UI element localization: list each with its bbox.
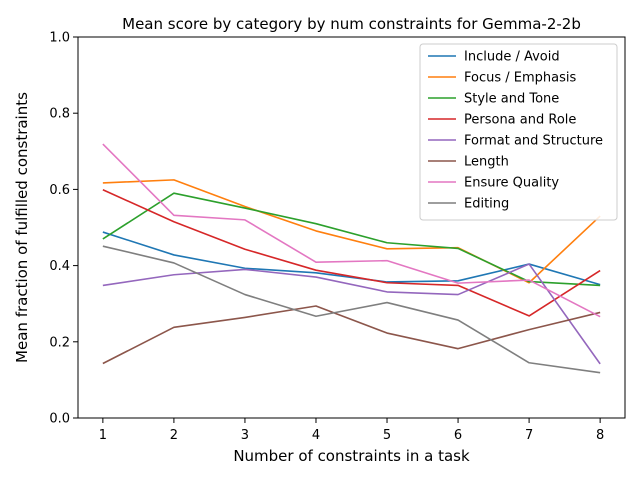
legend-label-style-and-tone: Style and Tone <box>464 92 559 107</box>
x-axis-ticks: 1 2 3 4 5 6 7 8 <box>99 418 604 443</box>
legend-label-persona-and-role: Persona and Role <box>464 113 576 128</box>
x-tick-label: 3 <box>241 428 249 443</box>
legend-label-focus-emphasis: Focus / Emphasis <box>464 71 576 86</box>
y-tick-label: 0.4 <box>49 259 70 274</box>
series-line-persona-and-role <box>102 189 601 317</box>
y-tick-label: 0.8 <box>49 107 70 122</box>
series-line-length <box>102 305 601 365</box>
legend-label-length: Length <box>464 155 509 170</box>
legend: Include / Avoid Focus / Emphasis Style and… <box>419 43 618 221</box>
y-tick-label: 0.2 <box>49 335 70 350</box>
x-tick-label: 5 <box>383 428 391 443</box>
legend-label-include-avoid: Include / Avoid <box>464 50 560 65</box>
x-tick-label: 7 <box>525 428 533 443</box>
series-line-format-and-structure <box>102 263 601 365</box>
legend-label-format-and-structure: Format and Structure <box>464 134 603 149</box>
x-tick-label: 6 <box>454 428 462 443</box>
series-line-editing <box>102 245 601 374</box>
series-line-ensure-quality <box>102 143 601 318</box>
x-tick-label: 4 <box>312 428 320 443</box>
plot-frame <box>77 36 626 419</box>
y-tick-label: 0.6 <box>49 183 70 198</box>
legend-box <box>419 43 618 221</box>
x-tick-label: 8 <box>596 428 604 443</box>
legend-label-editing: Editing <box>464 197 509 212</box>
series-line-include-avoid <box>102 231 601 286</box>
x-tick-label: 1 <box>99 428 107 443</box>
chart-title: Mean score by category by num constraint… <box>122 15 581 33</box>
plot-lines <box>102 143 601 374</box>
x-axis-title: Number of constraints in a task <box>233 447 470 465</box>
series-line-style-and-tone <box>102 192 601 287</box>
y-axis-title: Mean fraction of fulfilled constraints <box>13 92 31 363</box>
x-tick-label: 2 <box>170 428 178 443</box>
y-tick-label: 1.0 <box>49 31 70 46</box>
y-axis-ticks: 0.0 0.2 0.4 0.6 0.8 1.0 <box>49 31 78 427</box>
y-tick-label: 0.0 <box>49 412 70 427</box>
legend-label-ensure-quality: Ensure Quality <box>464 176 559 191</box>
